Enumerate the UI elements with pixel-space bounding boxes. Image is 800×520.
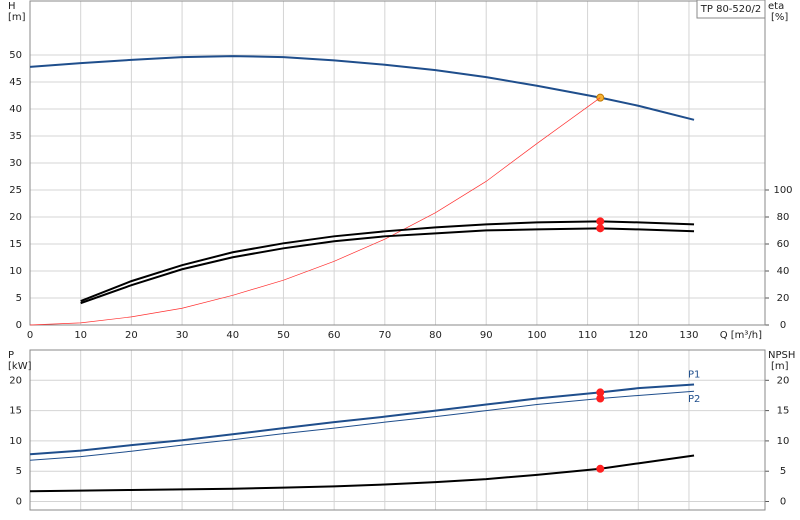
y-tick-label: 10 bbox=[9, 266, 22, 277]
plot-frame bbox=[29, 0, 766, 326]
y-axis-label: H bbox=[8, 1, 16, 12]
x-tick-label: 60 bbox=[328, 330, 341, 341]
x-axis-label: Q [m³/h] bbox=[720, 330, 762, 341]
x-tick-label: 80 bbox=[429, 330, 442, 341]
y-tick-label: 50 bbox=[9, 50, 22, 61]
y-tick-label: 25 bbox=[9, 185, 22, 196]
y2-tick-label: 100 bbox=[773, 185, 792, 196]
x-tick-label: 110 bbox=[578, 330, 597, 341]
y2-axis-unit: [%] bbox=[771, 12, 788, 23]
y2-axis-label: NPSH bbox=[768, 350, 795, 361]
y-tick-label: 35 bbox=[9, 131, 22, 142]
x-tick-label: 70 bbox=[378, 330, 391, 341]
y2-axis-unit: [m] bbox=[771, 361, 789, 372]
series-line bbox=[29, 55, 695, 121]
x-tick-label: 90 bbox=[480, 330, 493, 341]
y-tick-label: 5 bbox=[16, 293, 22, 304]
y2-tick-label: 60 bbox=[777, 239, 790, 250]
y-tick-label: 0 bbox=[16, 497, 22, 508]
chart-title: TP 80-520/2 bbox=[700, 4, 761, 15]
y-tick-label: 15 bbox=[9, 406, 22, 417]
y2-tick-label: 20 bbox=[777, 375, 790, 386]
plot-frame bbox=[29, 349, 766, 511]
x-tick-label: 30 bbox=[176, 330, 189, 341]
y2-tick-label: 80 bbox=[777, 212, 790, 223]
y-tick-label: 40 bbox=[9, 104, 22, 115]
y2-axis-label: eta bbox=[768, 1, 784, 12]
y2-tick-label: 10 bbox=[777, 436, 790, 447]
series-line bbox=[29, 97, 601, 326]
y2-tick-label: 0 bbox=[780, 320, 786, 331]
y-axis-unit: [m] bbox=[8, 12, 26, 23]
x-tick-label: 10 bbox=[74, 330, 87, 341]
y2-tick-label: 15 bbox=[777, 406, 790, 417]
x-tick-label: 40 bbox=[226, 330, 239, 341]
x-tick-label: 50 bbox=[277, 330, 290, 341]
duty-point bbox=[596, 464, 605, 473]
series-line bbox=[29, 390, 695, 461]
x-tick-label: 120 bbox=[629, 330, 648, 341]
y-tick-label: 20 bbox=[9, 212, 22, 223]
y-tick-label: 5 bbox=[16, 466, 22, 477]
x-tick-label: 0 bbox=[27, 330, 33, 341]
y2-tick-label: 5 bbox=[780, 466, 786, 477]
series-line bbox=[29, 383, 695, 456]
series-line bbox=[29, 454, 695, 493]
x-tick-label: 20 bbox=[125, 330, 138, 341]
y2-tick-label: 40 bbox=[777, 266, 790, 277]
y-tick-label: 0 bbox=[16, 320, 22, 331]
y-axis-label: P bbox=[8, 350, 14, 361]
series-label: P1 bbox=[688, 370, 700, 381]
y-tick-label: 20 bbox=[9, 375, 22, 386]
x-tick-label: 100 bbox=[527, 330, 546, 341]
duty-point bbox=[596, 394, 605, 403]
y2-tick-label: 20 bbox=[777, 293, 790, 304]
y-tick-label: 45 bbox=[9, 77, 22, 88]
plot-background bbox=[30, 350, 765, 510]
y-tick-label: 15 bbox=[9, 239, 22, 250]
y-tick-label: 30 bbox=[9, 158, 22, 169]
y-tick-label: 10 bbox=[9, 436, 22, 447]
duty-point bbox=[596, 217, 605, 226]
title-box bbox=[696, 0, 766, 19]
y-axis-unit: [kW] bbox=[8, 361, 32, 372]
x-tick-label: 130 bbox=[679, 330, 698, 341]
duty-point bbox=[596, 224, 605, 233]
series-label: P2 bbox=[688, 394, 700, 405]
y2-tick-label: 0 bbox=[780, 497, 786, 508]
